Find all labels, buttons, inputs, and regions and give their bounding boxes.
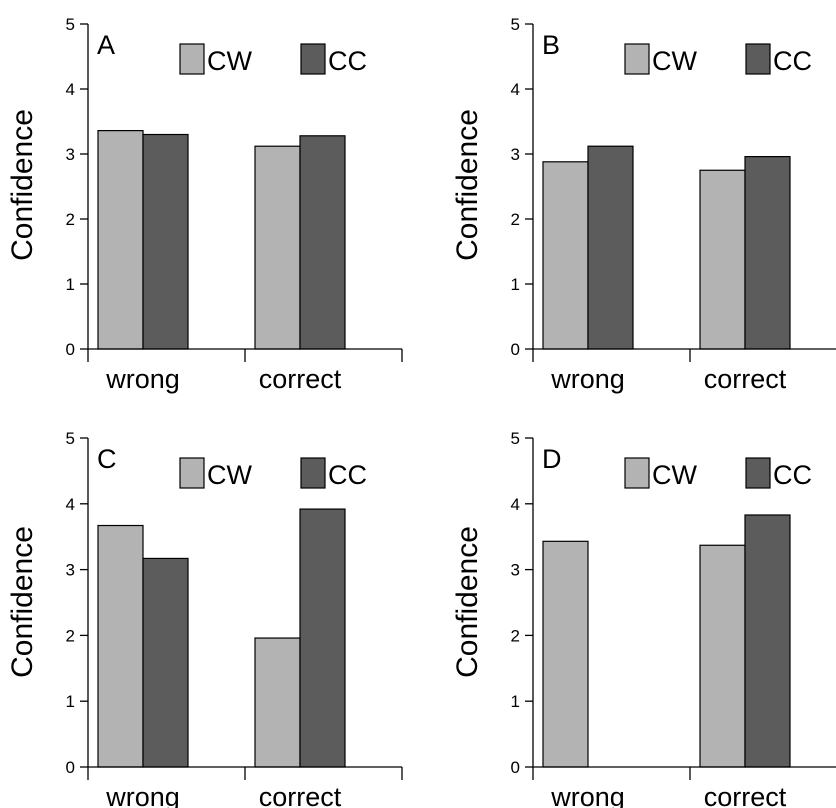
bar-cc-correct [299,508,346,768]
y-tick-label: 1 [66,692,75,711]
x-category-label: wrong [550,364,625,394]
x-category-label: wrong [105,364,180,394]
bar-cw-wrong [542,540,589,768]
bar-cc-correct [299,135,346,350]
legend-label: CW [652,46,697,76]
bar-cc-correct [744,156,791,350]
legend-label: CC [773,46,812,76]
legend-swatch-cc [745,43,771,75]
x-category-label: correct [259,782,342,808]
bar-cc-wrong [142,557,189,768]
y-axis-title: Confidence [451,526,484,678]
legend-swatch-cw [179,457,205,489]
legend-label: CW [652,460,697,490]
chart-panel-b: 0 1 2 3 4 5 wrong correct Confidence B CW CC [451,15,836,394]
bar-cc-correct [744,514,791,768]
bar-cw-wrong [97,130,144,350]
panel-label: C [97,444,117,474]
chart-panel-d: 0 1 2 3 4 5 wrong correct Confidence D CW CC [451,429,836,808]
panel-label: B [542,30,560,60]
chart-panel-a: 0 1 2 3 4 5 wrong correct Confidence A CW CC [6,15,403,394]
panel-label: A [97,30,115,60]
legend-swatch-cc [745,457,771,489]
y-tick-label: 0 [511,758,520,777]
legend-swatch-cc [300,457,326,489]
legend-label: CC [773,460,812,490]
y-tick-label: 1 [66,275,75,294]
y-tick-label: 4 [511,495,520,514]
y-tick-label: 4 [66,495,75,514]
bar-cw-correct [254,145,301,350]
x-category-label: wrong [105,782,180,808]
bar-cw-correct [699,169,746,350]
y-tick-label: 0 [66,340,75,359]
panel-label: D [542,444,562,474]
y-tick-label: 5 [66,429,75,448]
y-tick-label: 3 [66,561,75,580]
x-category-label: correct [704,782,787,808]
y-tick-label: 0 [66,758,75,777]
y-tick-label: 5 [511,429,520,448]
legend-swatch-cc [300,43,326,75]
y-tick-label: 3 [511,561,520,580]
legend-swatch-cw [624,43,650,75]
y-tick-label: 1 [511,692,520,711]
x-category-label: wrong [550,782,625,808]
y-tick-label: 3 [511,145,520,164]
y-tick-label: 2 [66,210,75,229]
bar-cw-correct [254,637,301,768]
legend-swatch-cw [624,457,650,489]
legend-label: CC [328,460,367,490]
bar-cc-wrong [142,133,189,350]
bar-cw-wrong [97,524,144,768]
y-axis-title: Confidence [6,109,39,261]
y-tick-label: 2 [66,626,75,645]
legend-label: CW [207,46,252,76]
x-category-label: correct [704,364,787,394]
y-tick-label: 5 [66,15,75,34]
y-tick-label: 0 [511,340,520,359]
y-tick-label: 4 [511,80,520,99]
y-tick-label: 2 [511,210,520,229]
y-tick-label: 3 [66,145,75,164]
bar-cw-wrong [542,161,589,350]
bar-cc-wrong [587,145,634,350]
y-tick-label: 1 [511,275,520,294]
y-axis-title: Confidence [6,526,39,678]
chart-panel-c: 0 1 2 3 4 5 wrong correct Confidence C CW CC [6,429,403,808]
y-axis-title: Confidence [451,109,484,261]
legend-label: CC [328,46,367,76]
y-tick-label: 4 [66,80,75,99]
legend-swatch-cw [179,43,205,75]
y-tick-label: 5 [511,15,520,34]
x-category-label: correct [259,364,342,394]
y-tick-label: 2 [511,626,520,645]
bar-cw-correct [699,544,746,768]
legend-label: CW [207,460,252,490]
